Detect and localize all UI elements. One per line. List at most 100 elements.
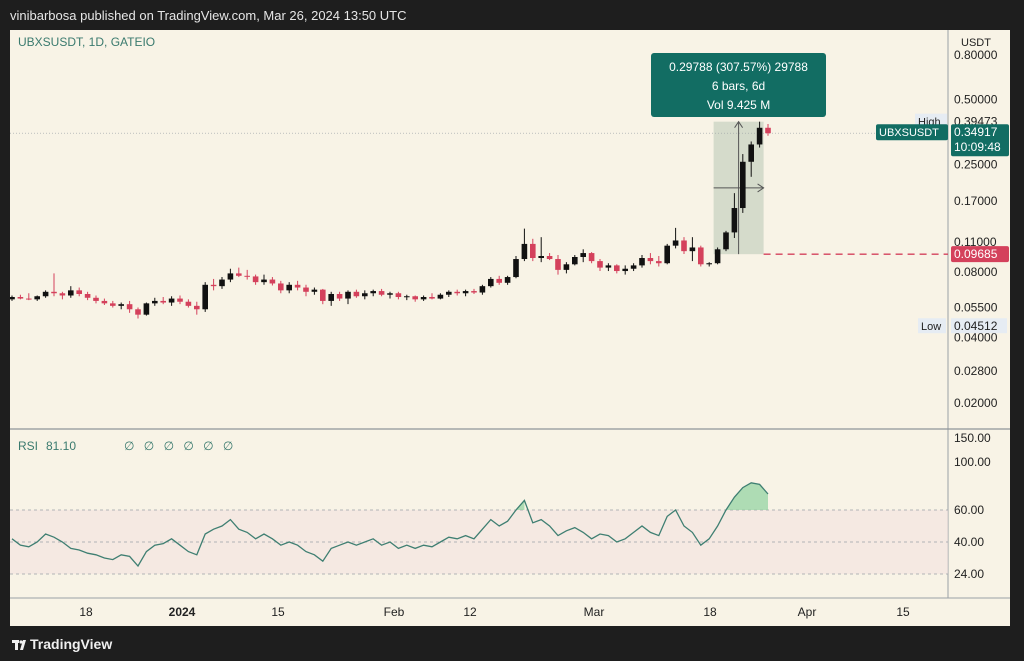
candle-body	[143, 303, 150, 315]
candle-body	[51, 291, 57, 294]
candle-body	[504, 277, 511, 283]
candle-body	[227, 273, 234, 280]
candle-body	[479, 286, 486, 293]
last-price-value: 0.34917	[954, 125, 998, 139]
candle-body	[34, 296, 40, 300]
candle-body	[17, 297, 24, 299]
candle-body	[42, 291, 49, 297]
top-bar: vinibarbosa published on TradingView.com…	[0, 0, 1024, 30]
candle-body	[446, 291, 452, 295]
candle-body	[93, 297, 99, 301]
candle-body	[681, 240, 687, 252]
candle-body	[168, 298, 175, 303]
candle-body	[336, 293, 343, 299]
low-label-bg	[918, 318, 946, 334]
time-tick-label: 18	[703, 605, 717, 619]
candle-body	[345, 291, 351, 299]
candle-body	[588, 253, 595, 262]
candle-body	[420, 297, 427, 300]
rsi-tick-label: 60.00	[954, 503, 984, 517]
rsi-tick-label: 150.00	[954, 431, 991, 445]
candle-body	[630, 265, 637, 269]
publisher-text: vinibarbosa published on TradingView.com…	[10, 8, 407, 23]
candle-body	[353, 291, 360, 297]
candle-body	[404, 296, 410, 298]
candle-body	[59, 293, 66, 296]
candle-body	[605, 265, 612, 268]
candle-body	[513, 259, 519, 278]
rsi-line	[11, 482, 769, 568]
time-tick-label: 18	[79, 605, 93, 619]
rsi-overbought-fill	[726, 482, 768, 510]
candle-body	[698, 247, 704, 265]
candle-body	[328, 293, 334, 301]
candle-body	[10, 297, 15, 300]
measure-arrow-head	[757, 183, 765, 193]
hline-value: 0.09685	[954, 247, 998, 261]
candle-body	[714, 249, 721, 264]
measure-tooltip: 0.29788 (307.57%) 29788 6 bars, 6d Vol 9…	[651, 53, 826, 117]
candle-body	[614, 265, 620, 272]
candle-body	[202, 284, 208, 310]
candle-body	[412, 296, 418, 300]
countdown-value: 10:09:48	[954, 140, 1001, 154]
measure-arrow-head	[734, 120, 744, 128]
candle-body	[572, 256, 578, 265]
candle-body	[261, 279, 267, 283]
candle-body	[656, 261, 662, 264]
candle-body	[546, 256, 553, 260]
candle-body	[731, 208, 738, 233]
rsi-title: RSI	[18, 439, 38, 453]
time-tick-label: Mar	[584, 605, 605, 619]
candle-body	[622, 268, 628, 272]
candle-body	[437, 294, 444, 299]
chart-frame[interactable]: 0.80000 0.50000 0.25000 0.17000 0.11000 0.080…	[10, 30, 1010, 626]
brand-name: TradingView	[30, 636, 113, 652]
candle-body	[135, 309, 141, 315]
rsi-tick-label: 40.00	[954, 535, 984, 549]
candle-body	[563, 264, 570, 270]
candle-body	[706, 263, 712, 265]
hline-tag-bg	[951, 246, 1009, 263]
candle-body	[689, 247, 696, 252]
candle-body	[210, 284, 217, 287]
candle-body	[160, 300, 166, 303]
time-tick-label: 12	[463, 605, 477, 619]
candle-body	[236, 273, 242, 276]
candle-body	[454, 291, 460, 294]
candle-body	[429, 297, 435, 299]
candle-body	[177, 298, 183, 302]
low-label: Low	[921, 321, 941, 333]
candle-body	[244, 275, 250, 277]
candle-body	[286, 284, 292, 291]
candle-body	[320, 289, 326, 301]
candle-body	[84, 293, 91, 298]
rsi-tick-label: 100.00	[954, 455, 991, 469]
candle-body	[118, 304, 124, 306]
currency-label: USDT	[961, 37, 991, 49]
candle-body	[521, 243, 528, 260]
time-tick-label: 2024	[169, 605, 196, 619]
tradingview-brand[interactable]: TradingView	[12, 636, 112, 652]
candle-body	[580, 253, 586, 257]
candle-body	[110, 303, 116, 306]
candle-body	[362, 293, 368, 297]
last-price-tag-bg	[951, 124, 1009, 157]
candle-body	[765, 127, 771, 134]
time-tick-label: 15	[896, 605, 910, 619]
candle-body	[471, 291, 477, 293]
price-tick-label: 0.80000	[954, 48, 998, 62]
chart-svg[interactable]: 0.80000 0.50000 0.25000 0.17000 0.11000 0.080…	[10, 30, 1010, 626]
candle-body	[269, 279, 276, 284]
candle-body	[252, 276, 259, 283]
candle-body	[462, 291, 469, 294]
candle-body	[311, 289, 318, 292]
candle-body	[126, 304, 133, 310]
measure-line1: 0.29788 (307.57%) 29788	[669, 60, 808, 74]
price-tick-label: 0.50000	[954, 92, 998, 106]
tradingview-logo-icon	[12, 640, 26, 650]
candle-body	[756, 127, 763, 145]
candle-body	[395, 293, 402, 298]
candle-body	[370, 291, 376, 294]
candle-body	[748, 144, 754, 162]
